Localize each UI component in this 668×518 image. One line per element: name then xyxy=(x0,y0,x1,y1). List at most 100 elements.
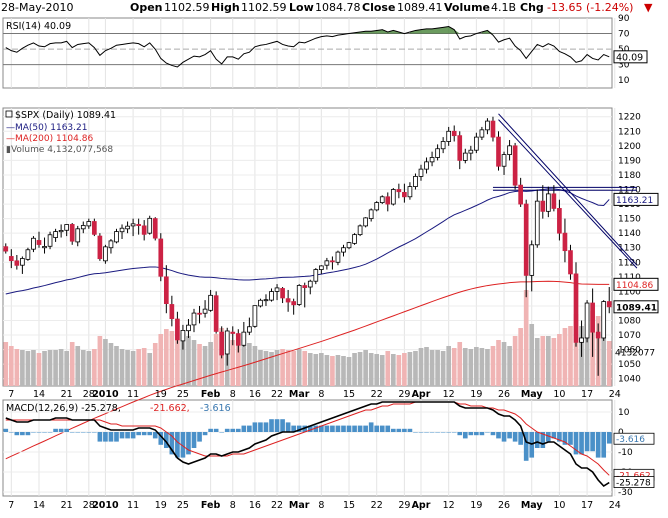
volume-bar xyxy=(335,355,341,386)
ma50-line xyxy=(5,188,610,295)
macd-histogram-bar xyxy=(540,432,546,448)
macd-tick-label: -10 xyxy=(618,448,633,458)
candle-body xyxy=(446,130,452,142)
open-label: Open xyxy=(130,1,163,14)
candle-body xyxy=(130,223,136,227)
volume-bar xyxy=(568,326,573,386)
candle-body xyxy=(31,237,36,250)
candle-body xyxy=(534,200,540,246)
macd-histogram-bar xyxy=(374,425,380,432)
volume-bar xyxy=(125,350,130,386)
macd-histogram-bar xyxy=(590,432,595,452)
macd-histogram-bar xyxy=(501,432,507,442)
x-axis-label-bottom: 22 xyxy=(371,500,383,511)
volume-bar xyxy=(69,342,75,386)
volume-bar xyxy=(451,348,457,386)
candle-body xyxy=(20,258,25,266)
volume-bar xyxy=(446,346,452,386)
macd-histogram-bar xyxy=(258,422,263,432)
volume-bar xyxy=(103,339,108,386)
x-axis-label-bottom: May xyxy=(521,500,544,511)
volume-bar xyxy=(25,351,31,386)
x-axis-label-bottom: 7 xyxy=(8,500,14,511)
candle-body xyxy=(69,224,75,242)
candle-body xyxy=(396,189,402,193)
macd-histogram-bar xyxy=(413,432,418,433)
macd-histogram-bar xyxy=(8,432,14,433)
ma200-value-label: 1104.86 xyxy=(616,281,653,291)
volume-bar xyxy=(8,346,14,386)
low-label: Low xyxy=(289,1,314,14)
macd-histogram-bar xyxy=(324,425,330,432)
price-legend: $SPX (Daily) 1089.41 xyxy=(15,110,116,121)
macd-histogram-bar xyxy=(402,428,407,432)
macd-histogram-bar xyxy=(241,425,247,432)
macd-histogram-bar xyxy=(14,432,20,436)
volume-bar xyxy=(20,350,25,386)
macd-histogram-bar xyxy=(119,432,125,439)
price-tick-label: 1210 xyxy=(618,127,641,137)
candle-body xyxy=(363,217,368,227)
macd-histogram-bar xyxy=(280,419,285,432)
volume-bar xyxy=(108,343,114,386)
macd-histogram-bar xyxy=(606,432,612,444)
candle-body xyxy=(114,231,119,243)
candle-body xyxy=(291,301,296,306)
volume-bar xyxy=(413,351,418,386)
volume-bar xyxy=(407,352,413,386)
volume-bar xyxy=(141,348,147,386)
x-axis-label-bottom: 25 xyxy=(177,500,189,511)
macd-legend-hist: -3.616 xyxy=(200,403,231,414)
x-axis-label: 19 xyxy=(155,389,167,400)
candle-body xyxy=(175,318,180,341)
rsi-value-label: 40.09 xyxy=(616,52,643,63)
volume-bar xyxy=(601,334,607,386)
candle-body xyxy=(579,337,584,343)
macd-legend-signal: -21.662, xyxy=(150,403,190,414)
candle-body xyxy=(529,244,535,276)
macd-histogram-bar xyxy=(390,428,396,432)
candle-body xyxy=(302,285,308,289)
x-axis-label-bottom: 26 xyxy=(498,500,510,511)
high-label: High xyxy=(211,1,240,14)
macd-panel-frame xyxy=(2,399,613,497)
x-axis-label: 29 xyxy=(398,389,410,400)
volume-bar xyxy=(402,353,407,386)
macd-histogram-bar xyxy=(496,432,501,439)
volume-bar xyxy=(53,350,58,386)
close-value-label: 1089.41 xyxy=(616,303,657,313)
volume-bar xyxy=(296,349,302,386)
rsi-tick-label: 10 xyxy=(618,76,630,86)
macd-histogram-bar xyxy=(424,432,429,433)
candle-body xyxy=(47,234,53,247)
candle-body xyxy=(390,189,396,205)
candle-body xyxy=(80,225,86,230)
candle-body xyxy=(551,193,557,209)
x-axis-label: 8 xyxy=(318,389,324,400)
macd-histogram-bar xyxy=(25,432,31,436)
macd-histogram-bar xyxy=(462,432,468,439)
macd-histogram-bar xyxy=(64,428,69,432)
macd-histogram-bar xyxy=(80,432,86,433)
volume-bar xyxy=(31,350,36,386)
x-axis-label-bottom: 11 xyxy=(127,500,139,511)
candle-body xyxy=(169,304,175,320)
candle-body xyxy=(330,260,335,263)
price-tick-label: 1150 xyxy=(618,215,641,225)
macd-histogram-bar xyxy=(429,432,435,433)
x-axis-label: 21 xyxy=(61,389,73,400)
candle-body xyxy=(573,273,579,343)
macd-histogram-bar xyxy=(579,432,584,455)
volume-bar xyxy=(119,349,125,386)
volume-bar xyxy=(479,348,485,386)
volume-bar xyxy=(64,351,69,386)
macd-histogram-bar xyxy=(457,432,463,436)
candle-body xyxy=(479,129,485,138)
x-axis-label-bottom: 8 xyxy=(230,500,236,511)
candle-body xyxy=(64,224,70,231)
candle-body xyxy=(53,231,58,238)
x-axis-label-bottom: 29 xyxy=(398,500,410,511)
volume-bar xyxy=(97,336,103,386)
candle-body xyxy=(457,135,463,161)
candle-body xyxy=(601,301,607,339)
